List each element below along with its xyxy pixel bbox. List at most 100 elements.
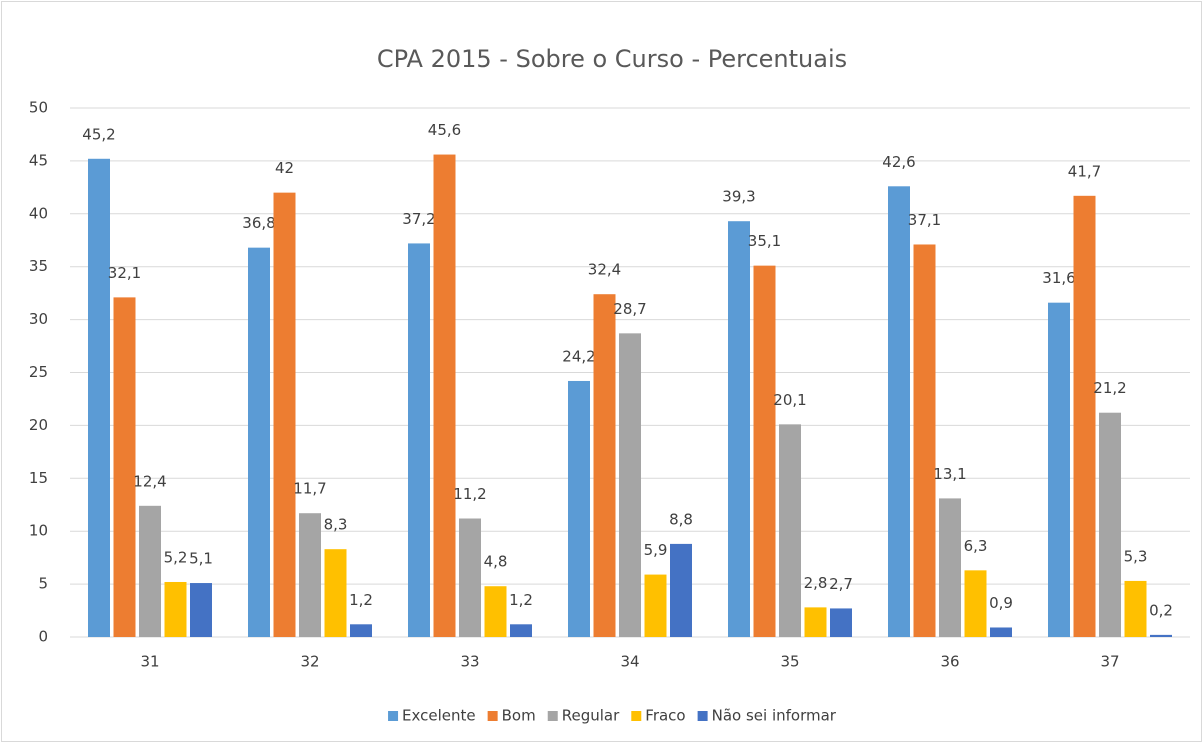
data-label: 32,1 (108, 264, 141, 282)
legend-item: Regular (547, 707, 620, 725)
data-label: 11,7 (293, 480, 326, 498)
data-label: 8,8 (669, 510, 693, 528)
bar (273, 192, 296, 637)
data-label: 37,2 (402, 210, 435, 228)
data-label: 0,9 (989, 594, 1013, 612)
bar (113, 297, 136, 637)
bar (1099, 412, 1121, 637)
data-label: 45,6 (428, 121, 461, 139)
bar (299, 513, 321, 637)
bar (964, 570, 987, 637)
data-label: 5,2 (164, 548, 188, 566)
bar (1124, 580, 1147, 637)
legend-label: Regular (562, 707, 620, 725)
data-label: 5,1 (189, 550, 213, 568)
data-label: 11,2 (453, 485, 486, 503)
bar (644, 574, 667, 637)
data-label: 42 (275, 159, 294, 177)
bar (568, 380, 590, 637)
y-tick-label: 50 (29, 99, 48, 117)
legend-item: Excelente (388, 707, 476, 725)
bar (459, 518, 481, 637)
y-tick-label: 30 (29, 310, 48, 328)
data-label: 1,2 (349, 591, 373, 609)
y-tick-label: 35 (29, 257, 48, 275)
legend-label: Fraco (645, 707, 685, 725)
data-label: 6,3 (964, 537, 988, 555)
legend-label: Não sei informar (712, 707, 837, 725)
data-label: 21,2 (1093, 379, 1126, 397)
bar (190, 583, 212, 637)
bar (670, 543, 692, 637)
y-tick-label: 5 (38, 575, 48, 593)
data-label: 1,2 (509, 591, 533, 609)
bar (913, 244, 936, 637)
bar (753, 265, 776, 637)
bar (619, 333, 641, 637)
bar (324, 549, 347, 637)
data-label: 24,2 (562, 347, 595, 365)
legend-swatch (388, 711, 399, 721)
data-label: 42,6 (882, 153, 915, 171)
data-label: 20,1 (773, 391, 806, 409)
data-label: 37,1 (908, 211, 941, 229)
bar (433, 154, 456, 637)
y-tick-label: 40 (29, 204, 48, 222)
legend-item: Não sei informar (697, 707, 837, 725)
y-tick-label: 45 (29, 151, 48, 169)
bar (510, 624, 532, 637)
data-label: 2,7 (829, 575, 853, 593)
legend-swatch (697, 711, 708, 721)
bar (830, 608, 852, 637)
bar (248, 247, 270, 637)
bar (139, 505, 161, 637)
bar (408, 243, 430, 637)
data-label: 12,4 (133, 472, 166, 490)
bar (1150, 634, 1172, 637)
y-tick-label: 0 (38, 628, 48, 646)
legend-label: Bom (502, 707, 536, 725)
bar (593, 294, 616, 637)
bar (990, 627, 1012, 637)
legend-item: Bom (487, 707, 536, 725)
data-label: 13,1 (933, 465, 966, 483)
x-tick-label: 34 (620, 653, 639, 671)
bar (164, 581, 187, 637)
data-label: 28,7 (613, 300, 646, 318)
data-label: 45,2 (82, 125, 115, 143)
y-tick-label: 10 (29, 522, 48, 540)
x-tick-label: 32 (300, 653, 319, 671)
y-tick-label: 20 (29, 416, 48, 434)
x-tick-label: 31 (140, 653, 159, 671)
x-tick-label: 33 (460, 653, 479, 671)
chart-title: CPA 2015 - Sobre o Curso - Percentuais (377, 45, 847, 73)
y-tick-label: 25 (29, 363, 48, 381)
y-tick-label: 15 (29, 469, 48, 487)
bar (888, 186, 910, 638)
legend-swatch (547, 711, 558, 721)
bar (484, 586, 507, 637)
data-label: 8,3 (324, 516, 348, 534)
data-label: 36,8 (242, 214, 275, 232)
data-label: 0,2 (1149, 601, 1173, 619)
data-label: 5,3 (1124, 547, 1148, 565)
data-label: 5,9 (644, 541, 668, 559)
data-label: 4,8 (484, 553, 508, 571)
bar (350, 624, 372, 637)
legend-label: Excelente (402, 707, 476, 725)
legend-swatch (487, 711, 498, 721)
legend-swatch (631, 711, 642, 721)
data-label: 41,7 (1068, 162, 1101, 180)
bar (779, 424, 801, 637)
x-tick-label: 36 (940, 653, 959, 671)
bar (728, 221, 750, 637)
bar (804, 607, 827, 637)
legend-item: Fraco (631, 707, 686, 725)
bar (1073, 195, 1096, 637)
bar (88, 158, 110, 637)
x-tick-label: 35 (780, 653, 799, 671)
data-label: 35,1 (748, 232, 781, 250)
x-tick-label: 37 (1100, 653, 1119, 671)
bar (1048, 302, 1070, 637)
